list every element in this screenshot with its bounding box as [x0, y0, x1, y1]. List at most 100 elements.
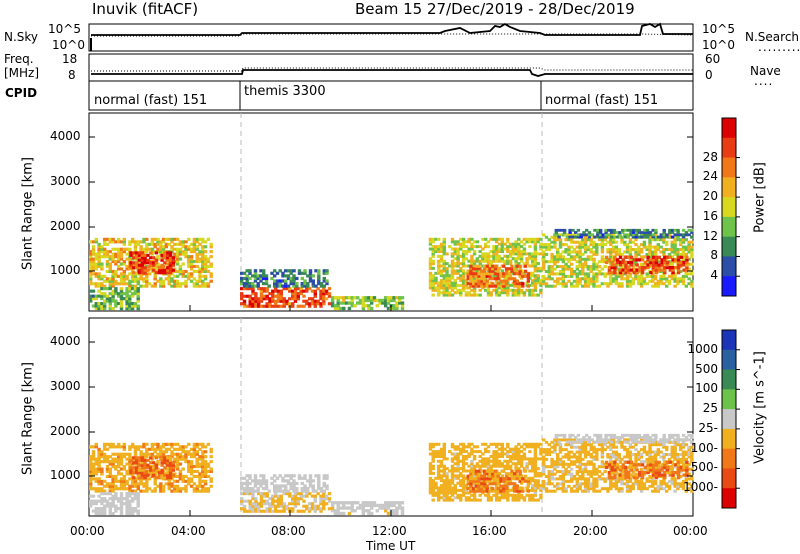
power-cell	[201, 264, 205, 268]
power-cell	[670, 260, 674, 264]
power-cell	[289, 271, 293, 275]
power-cell	[317, 271, 321, 275]
power-cell	[676, 268, 681, 272]
power-cell	[497, 257, 502, 261]
velocity-cell	[503, 452, 507, 456]
velocity-cell	[140, 463, 144, 467]
power-cell	[122, 260, 126, 264]
power-cell	[578, 257, 582, 261]
velocity-cell	[198, 455, 202, 459]
power-cell	[592, 262, 596, 266]
velocity-cell	[575, 479, 579, 483]
power-cell	[600, 243, 605, 247]
velocity-cell	[119, 484, 124, 488]
velocity-cell	[464, 455, 469, 458]
velocity-cell	[122, 474, 126, 478]
velocity-cell	[492, 459, 496, 463]
power-cell	[145, 284, 149, 288]
velocity-cell	[439, 479, 444, 483]
power-cell	[510, 277, 514, 281]
power-cell	[153, 284, 157, 288]
power-cell	[108, 297, 112, 301]
power-cell	[525, 259, 529, 263]
power-cell	[485, 284, 489, 288]
power-cell	[681, 257, 686, 261]
power-cell	[550, 235, 554, 239]
velocity-cell	[367, 511, 371, 516]
velocity-cell	[461, 491, 466, 495]
power-cell	[480, 269, 484, 273]
velocity-cell	[181, 487, 185, 491]
power-cell	[500, 250, 504, 253]
velocity-cell	[572, 445, 577, 449]
power-cell	[453, 240, 457, 244]
velocity-cell	[136, 482, 140, 486]
power-cell	[564, 284, 568, 288]
power-cell	[240, 287, 244, 291]
velocity-cell	[139, 479, 143, 483]
power-cell	[89, 282, 93, 286]
power-cell	[643, 266, 648, 270]
velocity-cell	[439, 464, 444, 468]
velocity-cell	[91, 472, 96, 476]
velocity-cell	[240, 484, 244, 488]
velocity-cell	[504, 487, 509, 491]
power-cell	[617, 252, 621, 256]
velocity-cell	[114, 497, 118, 501]
power-cell	[313, 292, 317, 296]
velocity-cell	[528, 450, 532, 454]
power-cell	[167, 279, 171, 283]
power-cell	[600, 248, 605, 251]
power-cell	[528, 264, 532, 268]
velocity-cell	[450, 476, 455, 480]
power-cell	[470, 247, 474, 251]
power-cell	[513, 279, 517, 283]
power-cell	[586, 277, 591, 281]
power-cell	[439, 257, 444, 261]
power-cell	[195, 237, 199, 241]
power-cell	[673, 245, 677, 249]
velocity-cell	[163, 456, 167, 460]
power-cell	[198, 267, 202, 271]
velocity-cell	[248, 487, 252, 491]
power-cell	[178, 240, 183, 244]
power-cell	[94, 304, 98, 308]
velocity-cell	[279, 502, 283, 506]
sky-panel-frame	[88, 23, 694, 52]
power-cell	[656, 257, 660, 261]
power-cell	[583, 243, 588, 247]
velocity-cell	[506, 455, 510, 458]
power-cell	[639, 233, 644, 237]
velocity-cell	[310, 502, 315, 506]
velocity-cell	[137, 468, 142, 472]
velocity-cell	[595, 467, 599, 471]
velocity-cell	[437, 491, 441, 495]
power-cell	[192, 240, 197, 244]
power-cell	[125, 264, 129, 268]
power-cell	[259, 274, 263, 278]
velocity-cell	[209, 455, 213, 459]
velocity-cell	[296, 502, 300, 506]
power-cell	[248, 294, 252, 298]
power-cell	[439, 286, 444, 290]
power-cell	[270, 276, 274, 281]
power-cell	[634, 255, 638, 259]
power-cell	[201, 250, 205, 254]
power-cell	[133, 240, 138, 244]
velocity-cell	[600, 453, 605, 456]
power-cell	[125, 252, 129, 256]
power-cell	[100, 255, 104, 259]
power-cell	[472, 267, 476, 271]
velocity-cell	[89, 457, 93, 461]
power-cell	[192, 245, 197, 249]
velocity-cell	[583, 484, 588, 488]
power-cell	[681, 248, 686, 251]
power-cell	[282, 297, 286, 301]
power-cell	[595, 277, 599, 281]
power-cell	[482, 274, 487, 278]
power-cell	[578, 255, 582, 259]
velocity-cell	[511, 447, 515, 451]
velocity-cell	[507, 472, 511, 476]
velocity-cell	[203, 460, 208, 464]
power-cell	[517, 247, 521, 251]
